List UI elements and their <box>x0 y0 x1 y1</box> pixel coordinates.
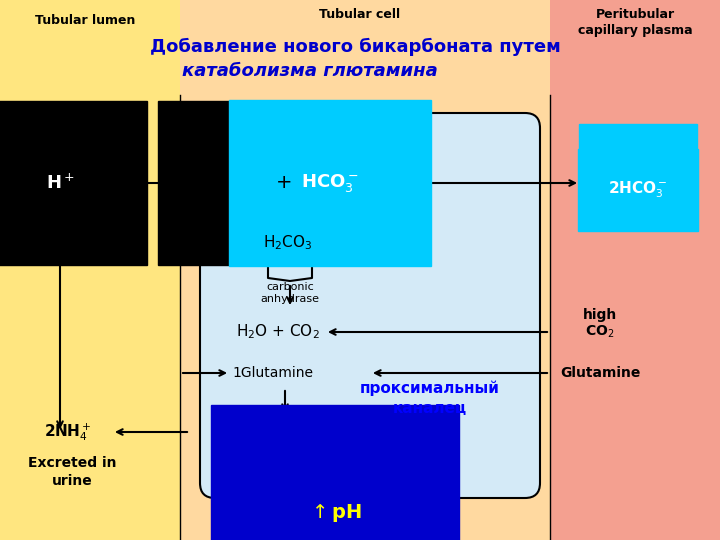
Text: NH$_3$ + Glutamate: NH$_3$ + Glutamate <box>217 423 339 441</box>
Bar <box>550 0 720 540</box>
Bar <box>180 0 550 540</box>
Text: катаболизма глютамина: катаболизма глютамина <box>182 62 438 80</box>
Text: 1Glutamine: 1Glutamine <box>232 366 313 380</box>
Text: Peritubular
capillary plasma: Peritubular capillary plasma <box>577 8 693 37</box>
Text: HCO$_3^-$: HCO$_3^-$ <box>301 172 359 194</box>
Circle shape <box>172 172 194 194</box>
Text: 2NH$_4^+$: 2NH$_4^+$ <box>44 421 92 443</box>
Text: H$_2$CO$_3$: H$_2$CO$_3$ <box>264 234 312 252</box>
Text: H$^+$: H$^+$ <box>45 173 74 193</box>
Text: проксимальный
каналец: проксимальный каналец <box>360 380 500 416</box>
Text: Tubular cell: Tubular cell <box>320 8 400 21</box>
Text: Добавление нового бикарбоната путем: Добавление нового бикарбоната путем <box>150 38 560 56</box>
Text: H$_2$O + CO$_2$: H$_2$O + CO$_2$ <box>236 322 320 341</box>
Text: Tubular lumen: Tubular lumen <box>35 14 135 27</box>
Text: +: + <box>276 173 292 192</box>
Text: high: high <box>583 308 617 322</box>
Text: Excreted in
urine: Excreted in urine <box>28 456 116 488</box>
Text: Glutamine: Glutamine <box>560 366 640 380</box>
Bar <box>0 0 180 540</box>
Text: "New": "New" <box>616 161 660 174</box>
Text: H$^+$: H$^+$ <box>230 173 259 193</box>
FancyBboxPatch shape <box>200 113 540 498</box>
Text: $\uparrow$pH: $\uparrow$pH <box>308 502 362 524</box>
Text: 2HCO$_3^-$: 2HCO$_3^-$ <box>608 180 667 200</box>
Text: carbonic
anhydrase: carbonic anhydrase <box>261 282 320 304</box>
Text: CO$_2$: CO$_2$ <box>585 324 615 340</box>
